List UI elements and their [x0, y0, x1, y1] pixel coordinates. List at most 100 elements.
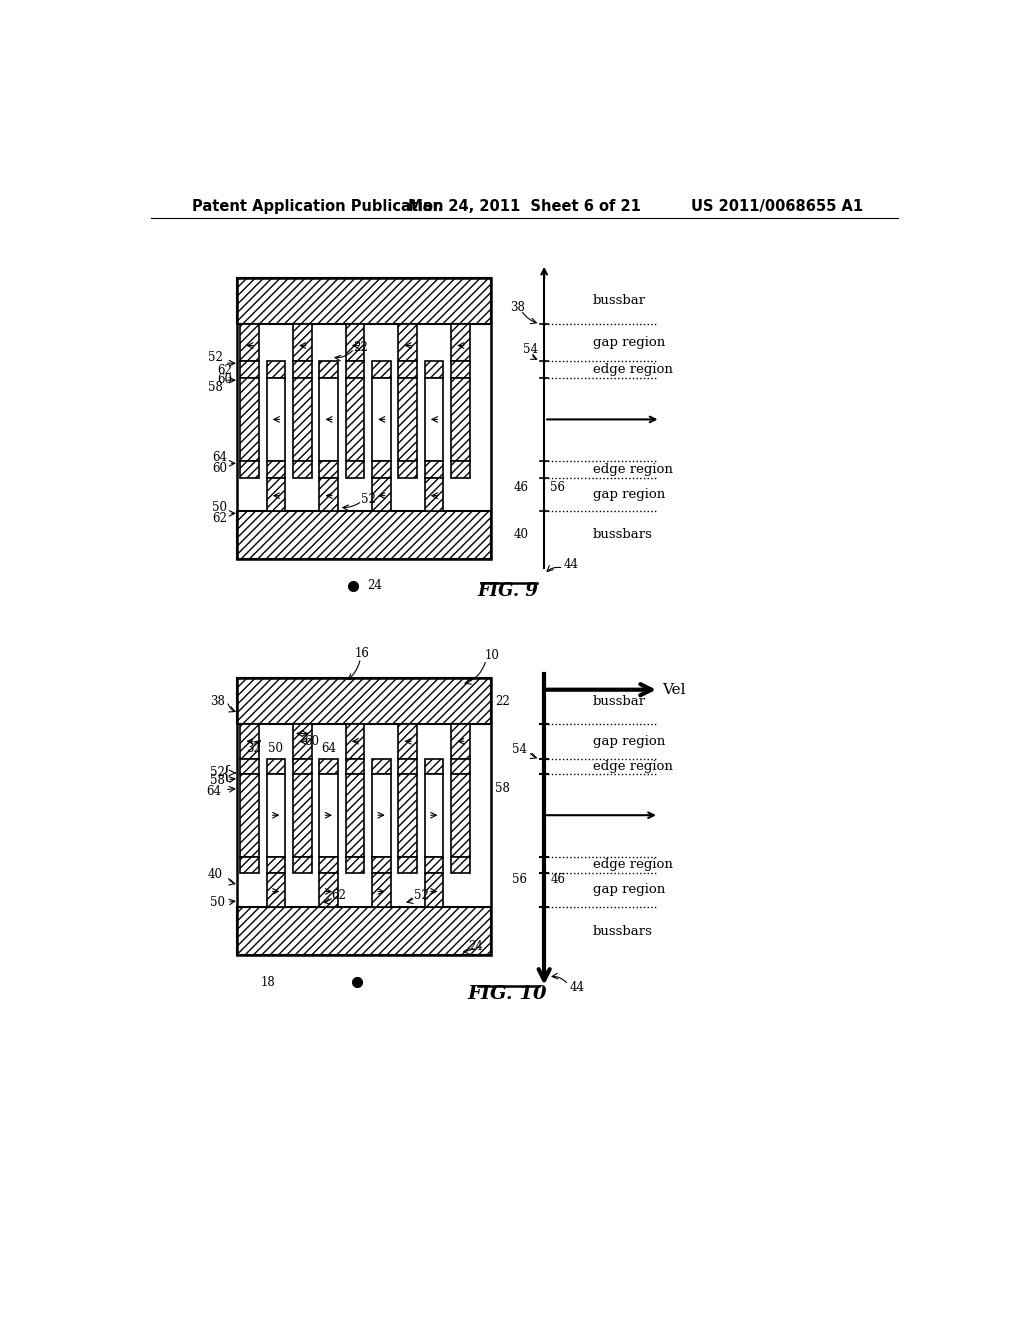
Text: bussbar: bussbar: [593, 294, 646, 308]
Bar: [319, 461, 338, 478]
Bar: [241, 323, 259, 360]
Text: edge region: edge region: [593, 760, 673, 774]
Text: 46: 46: [514, 480, 528, 494]
Text: 44: 44: [563, 558, 579, 572]
Bar: [346, 857, 365, 873]
Bar: [398, 378, 417, 461]
Text: bussbars: bussbars: [593, 528, 653, 541]
Text: 22: 22: [353, 341, 368, 354]
Bar: [425, 873, 443, 907]
Bar: [237, 678, 490, 956]
Text: 62: 62: [212, 512, 227, 525]
Text: 56: 56: [512, 873, 527, 886]
Bar: [425, 857, 443, 873]
Text: 58: 58: [208, 380, 222, 393]
Text: bussbar: bussbar: [593, 694, 646, 708]
Bar: [346, 759, 365, 775]
Text: 50: 50: [212, 500, 227, 513]
Text: 38: 38: [510, 301, 525, 314]
Bar: [425, 775, 443, 857]
Bar: [372, 360, 391, 378]
Bar: [346, 360, 365, 378]
Bar: [237, 678, 490, 725]
Bar: [398, 360, 417, 378]
Bar: [319, 378, 338, 461]
Text: edge region: edge region: [593, 858, 673, 871]
Bar: [452, 725, 470, 759]
Bar: [266, 478, 286, 511]
Text: 56: 56: [550, 480, 565, 494]
Text: gap region: gap region: [593, 335, 666, 348]
Bar: [319, 759, 338, 775]
Bar: [319, 478, 338, 511]
Bar: [293, 461, 311, 478]
Bar: [346, 461, 365, 478]
Bar: [293, 378, 311, 461]
Bar: [452, 323, 470, 360]
Text: edge region: edge region: [593, 363, 673, 376]
Text: bussbars: bussbars: [593, 924, 653, 937]
Text: 62: 62: [332, 888, 346, 902]
Text: 50: 50: [210, 896, 225, 909]
Bar: [266, 378, 286, 461]
Bar: [398, 461, 417, 478]
Text: Patent Application Publication: Patent Application Publication: [191, 198, 443, 214]
Text: Vel: Vel: [662, 682, 685, 697]
Text: 60: 60: [218, 372, 232, 385]
Text: gap region: gap region: [593, 735, 666, 748]
Bar: [398, 759, 417, 775]
Bar: [319, 360, 338, 378]
Bar: [372, 873, 391, 907]
Bar: [372, 378, 391, 461]
Bar: [319, 857, 338, 873]
Bar: [293, 857, 311, 873]
Text: 38: 38: [210, 694, 225, 708]
Bar: [241, 360, 259, 378]
Bar: [425, 378, 443, 461]
Bar: [241, 857, 259, 873]
Bar: [452, 378, 470, 461]
Bar: [266, 775, 286, 857]
Bar: [372, 478, 391, 511]
Text: FIG. 9: FIG. 9: [477, 582, 539, 601]
Bar: [266, 857, 286, 873]
Bar: [293, 759, 311, 775]
Text: 40: 40: [208, 869, 222, 880]
Bar: [241, 775, 259, 857]
Bar: [237, 277, 490, 323]
Text: 64: 64: [321, 742, 336, 755]
Text: 58: 58: [496, 781, 510, 795]
Bar: [237, 277, 490, 558]
Bar: [266, 759, 286, 775]
Text: 64: 64: [206, 785, 221, 797]
Bar: [425, 478, 443, 511]
Bar: [241, 759, 259, 775]
Bar: [452, 759, 470, 775]
Bar: [266, 873, 286, 907]
Text: 52: 52: [208, 351, 222, 363]
Bar: [266, 461, 286, 478]
Text: 18: 18: [260, 975, 274, 989]
Bar: [293, 775, 311, 857]
Bar: [237, 511, 490, 558]
Text: 52: 52: [360, 492, 376, 506]
Bar: [425, 360, 443, 378]
Text: 40: 40: [513, 528, 528, 541]
Bar: [241, 461, 259, 478]
Bar: [398, 775, 417, 857]
Text: 60: 60: [304, 735, 318, 748]
Bar: [425, 759, 443, 775]
Text: 16: 16: [354, 647, 370, 660]
Bar: [372, 775, 391, 857]
Text: FIG. 10: FIG. 10: [468, 985, 548, 1003]
Text: 54: 54: [523, 343, 539, 356]
Text: 10: 10: [484, 648, 500, 661]
Text: Mar. 24, 2011  Sheet 6 of 21: Mar. 24, 2011 Sheet 6 of 21: [409, 198, 641, 214]
Text: 22: 22: [496, 694, 510, 708]
Bar: [346, 323, 365, 360]
Bar: [452, 461, 470, 478]
Text: 52: 52: [414, 888, 428, 902]
Bar: [346, 378, 365, 461]
Text: 50: 50: [268, 742, 284, 755]
Bar: [346, 725, 365, 759]
